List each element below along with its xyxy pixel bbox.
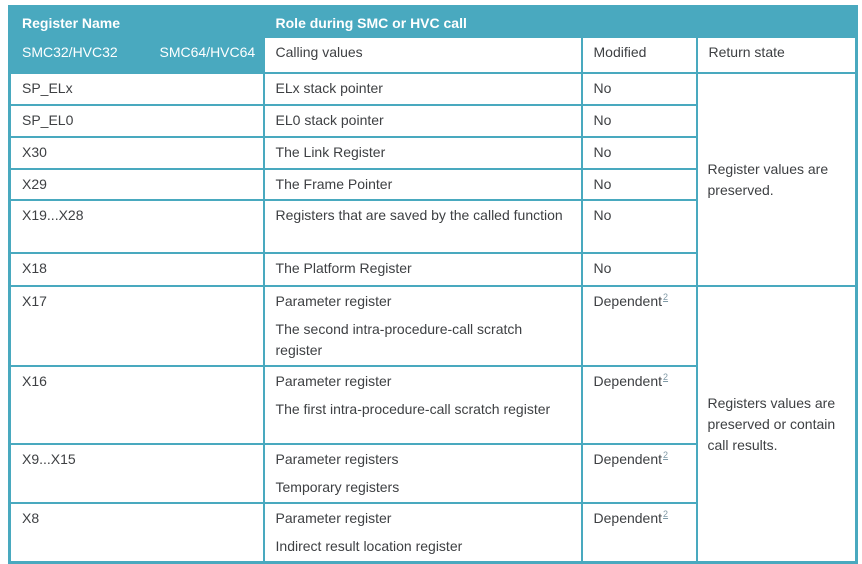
footnote-ref: 2 <box>663 509 669 520</box>
modified-cell: Dependent2 <box>580 502 698 564</box>
role-text: The Platform Register <box>275 260 412 276</box>
role-text: ELx stack pointer <box>275 80 383 96</box>
return-state-header: Return state <box>695 36 858 74</box>
role-text: Temporary registers <box>275 479 400 495</box>
smc32-header: SMC32/HVC32 <box>8 36 149 74</box>
modified-text: Dependent <box>593 451 663 467</box>
role-cell: Parameter register The first intra-proce… <box>262 365 583 445</box>
role-text: Registers that are saved by the called f… <box>275 207 563 223</box>
table-row: X8 Parameter register Indirect result lo… <box>8 502 857 564</box>
header-row-group: Register Name Role during SMC or HVC cal… <box>8 5 858 38</box>
footnote-ref: 2 <box>663 372 669 383</box>
role-text: The second intra-procedure-call scratch … <box>275 321 523 358</box>
smc64-header: SMC64/HVC64 <box>146 36 265 74</box>
role-text: Parameter register <box>275 293 392 309</box>
table-row: X18 The Platform Register No <box>8 252 857 287</box>
modified-cell: No <box>580 252 698 287</box>
role-text: Parameter register <box>275 510 392 526</box>
modified-cell: No <box>580 104 698 138</box>
register-name-cell: X17 <box>8 285 265 367</box>
role-header: Role during SMC or HVC call <box>262 5 858 38</box>
table-row: X29 The Frame Pointer No <box>8 168 857 201</box>
role-text: Parameter register <box>275 373 392 389</box>
register-name-cell: SP_ELx <box>8 72 265 106</box>
role-cell: Parameter register The second intra-proc… <box>262 285 583 367</box>
footnote-ref: 2 <box>663 292 669 303</box>
role-cell: Parameter registers Temporary registers <box>262 443 583 504</box>
role-text: Indirect result location register <box>275 538 463 554</box>
table-row: X9...X15 Parameter registers Temporary r… <box>8 443 857 504</box>
register-name-cell: SP_EL0 <box>8 104 265 138</box>
role-cell: The Frame Pointer <box>262 168 583 201</box>
table-row: X19...X28 Registers that are saved by th… <box>8 199 857 254</box>
role-cell: Registers that are saved by the called f… <box>262 199 583 254</box>
footnote-ref: 2 <box>663 450 669 461</box>
modified-text: Dependent <box>593 373 663 389</box>
table-row: X16 Parameter register The first intra-p… <box>8 365 857 445</box>
role-text: EL0 stack pointer <box>275 112 384 128</box>
register-roles-table: Register Name Role during SMC or HVC cal… <box>8 5 859 564</box>
role-cell: EL0 stack pointer <box>262 104 583 138</box>
calling-values-header: Calling values <box>262 36 583 74</box>
modified-cell: No <box>580 199 698 254</box>
table-row: SP_ELx ELx stack pointer No Register val… <box>8 72 858 287</box>
role-text: The Link Register <box>275 144 386 160</box>
header-row-columns: SMC32/HVC32 SMC64/HVC64 Calling values M… <box>8 36 858 74</box>
role-cell: The Link Register <box>262 136 583 170</box>
table-row: SP_EL0 EL0 stack pointer No <box>8 104 857 138</box>
role-cell: The Platform Register <box>262 252 583 287</box>
register-name-cell: X18 <box>8 252 265 287</box>
table-row: X17 Parameter register The second intra-… <box>8 285 858 564</box>
role-text: The Frame Pointer <box>275 176 393 192</box>
return-state-cell: Registers values are preserved or contai… <box>695 285 858 564</box>
register-name-cell: X19...X28 <box>8 199 265 254</box>
modified-text: Dependent <box>593 510 663 526</box>
modified-cell: Dependent2 <box>580 285 698 367</box>
register-name-header: Register Name <box>8 5 265 38</box>
modified-header: Modified <box>580 36 698 74</box>
register-name-cell: X16 <box>8 365 265 445</box>
return-state-cell: Register values are preserved. <box>695 72 858 287</box>
role-cell: Parameter register Indirect result locat… <box>262 502 583 564</box>
role-cell: ELx stack pointer <box>262 72 583 106</box>
role-text: The first intra-procedure-call scratch r… <box>275 401 551 417</box>
register-name-cell: X8 <box>8 502 265 564</box>
modified-cell: No <box>580 168 698 201</box>
modified-cell: No <box>580 136 698 170</box>
register-name-cell: X30 <box>8 136 265 170</box>
table-row: X30 The Link Register No <box>8 136 857 170</box>
modified-cell: Dependent2 <box>580 443 698 504</box>
register-name-cell: X29 <box>8 168 265 201</box>
modified-cell: Dependent2 <box>580 365 698 445</box>
modified-cell: No <box>580 72 698 106</box>
modified-text: Dependent <box>593 293 663 309</box>
role-text: Parameter registers <box>275 451 399 467</box>
register-name-cell: X9...X15 <box>8 443 265 504</box>
